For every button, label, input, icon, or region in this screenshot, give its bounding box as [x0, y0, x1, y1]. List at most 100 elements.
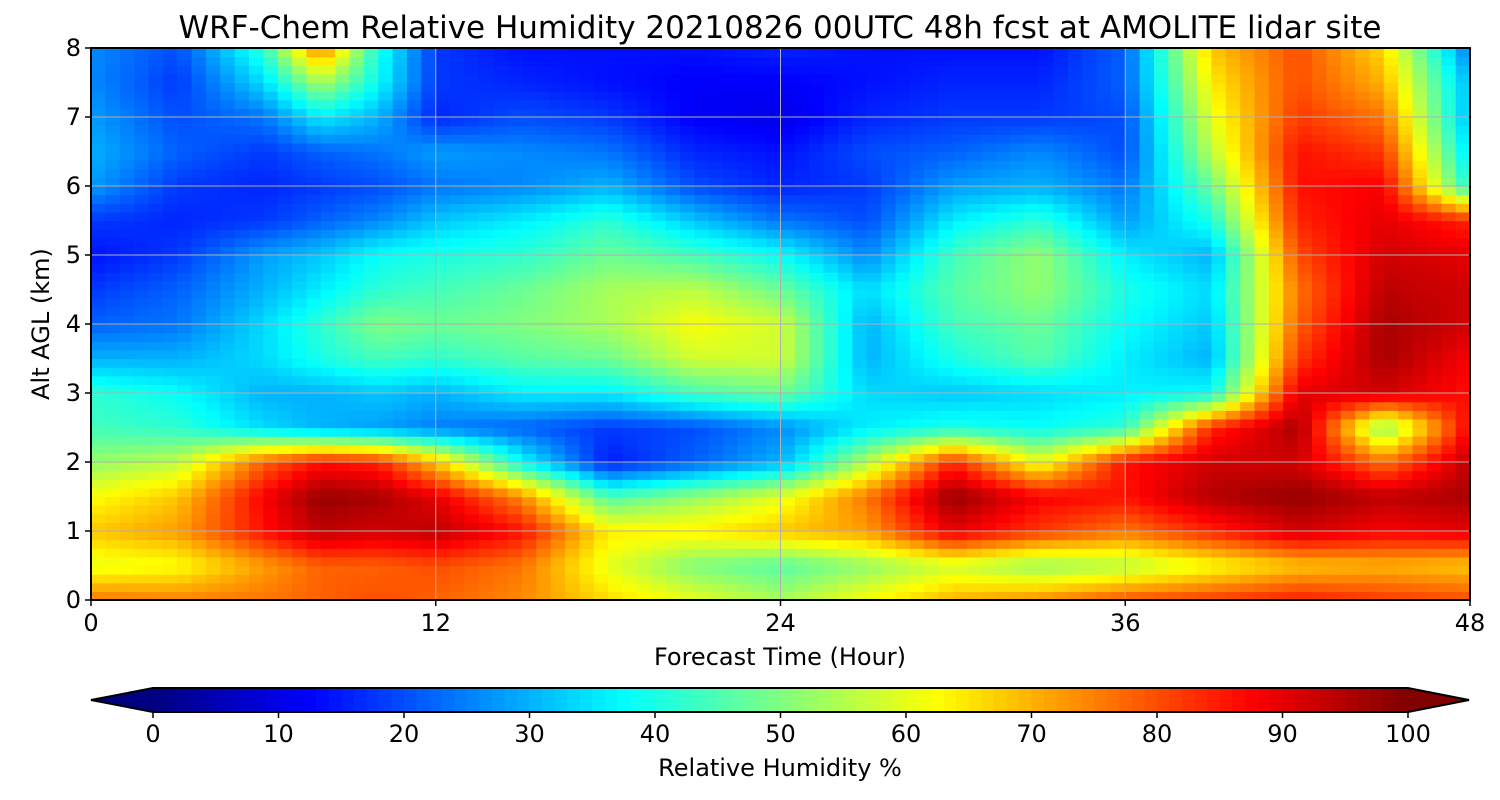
heatmap-cell [234, 410, 250, 420]
heatmap-cell [536, 539, 552, 549]
heatmap-cell [737, 401, 753, 411]
heatmap-cell [1153, 375, 1169, 385]
heatmap-cell [679, 470, 695, 480]
heatmap-cell [1039, 168, 1055, 178]
heatmap-cell [306, 462, 322, 472]
heatmap-cell [105, 142, 121, 153]
heatmap-cell [91, 289, 106, 299]
heatmap-cell [407, 367, 422, 377]
heatmap-cell [464, 427, 480, 437]
heatmap-cell [565, 298, 580, 308]
heatmap-cell [565, 289, 580, 299]
heatmap-cell [1254, 177, 1270, 187]
heatmap-cell [191, 496, 207, 506]
heatmap-cell [1168, 513, 1184, 523]
heatmap-cell [924, 591, 940, 601]
heatmap-cell [593, 574, 609, 584]
heatmap-cell [205, 565, 221, 575]
heatmap-cell [1383, 487, 1399, 498]
heatmap-cell [608, 513, 624, 523]
heatmap-cell [967, 462, 983, 472]
heatmap-cell [1153, 315, 1169, 325]
heatmap-cell [493, 160, 509, 170]
heatmap-cell [593, 306, 609, 316]
heatmap-cell [493, 358, 509, 368]
heatmap-cell [938, 513, 954, 523]
heatmap-cell [981, 168, 997, 178]
heatmap-cell [249, 263, 264, 273]
heatmap-cell [220, 522, 236, 532]
heatmap-cell [909, 375, 925, 385]
heatmap-cell [679, 298, 695, 308]
heatmap-cell [292, 332, 308, 342]
heatmap-cell [435, 539, 451, 549]
heatmap-cell [1369, 375, 1385, 385]
heatmap-cell [723, 539, 738, 549]
heatmap-cell [349, 539, 365, 549]
heatmap-cell [320, 203, 336, 213]
heatmap-cell [1340, 237, 1356, 247]
heatmap-cell [1412, 306, 1428, 316]
heatmap-cell [780, 453, 796, 463]
heatmap-cell [1311, 306, 1327, 316]
heatmap-cell [565, 203, 580, 213]
heatmap-cell [349, 548, 365, 558]
heatmap-cell [91, 367, 106, 377]
heatmap-cell [421, 410, 437, 420]
heatmap-cell [1297, 289, 1313, 299]
heatmap-cell [1039, 298, 1055, 308]
heatmap-cell [234, 315, 250, 325]
heatmap-cell [794, 168, 810, 178]
heatmap-cell [91, 168, 106, 178]
heatmap-cell [148, 203, 164, 213]
heatmap-cell [565, 436, 580, 446]
heatmap-cell [1412, 531, 1428, 541]
heatmap-cell [91, 393, 106, 403]
heatmap-cell [263, 401, 279, 411]
heatmap-cell [277, 341, 293, 351]
heatmap-cell [794, 341, 810, 351]
heatmap-cell [1340, 349, 1356, 360]
heatmap-cell [881, 496, 897, 506]
heatmap-cell [1153, 177, 1169, 187]
heatmap-cell [1398, 341, 1414, 351]
heatmap-cell [493, 272, 509, 282]
heatmap-cell [91, 246, 106, 256]
heatmap-cell [392, 332, 408, 342]
heatmap-cell [823, 427, 839, 437]
heatmap-cell [1139, 522, 1155, 532]
heatmap-cell [91, 237, 106, 247]
heatmap-cell [981, 539, 997, 549]
heatmap-cell [1168, 565, 1184, 575]
heatmap-cell [837, 462, 853, 472]
heatmap-cell [119, 142, 135, 153]
heatmap-cell [952, 470, 968, 480]
heatmap-cell [622, 332, 638, 342]
heatmap-cell [1369, 539, 1385, 549]
heatmap-cell [148, 160, 164, 170]
heatmap-cell [1268, 229, 1284, 239]
heatmap-cell [134, 427, 150, 437]
heatmap-cell [1125, 306, 1141, 316]
heatmap-cell [1441, 151, 1457, 161]
heatmap-cell [1182, 591, 1198, 601]
heatmap-cell [1455, 539, 1471, 549]
heatmap-cell [794, 505, 810, 515]
heatmap-cell [924, 513, 940, 523]
heatmap-cell [1039, 410, 1055, 420]
heatmap-cell [1053, 168, 1069, 178]
heatmap-cell [306, 505, 322, 515]
heatmap-cell [1010, 272, 1026, 282]
heatmap-cell [450, 358, 466, 368]
heatmap-cell [1326, 444, 1342, 454]
heatmap-cell [148, 410, 164, 420]
heatmap-cell [1326, 194, 1342, 204]
heatmap-cell [924, 418, 940, 429]
heatmap-cell [909, 151, 925, 161]
heatmap-cell [1082, 367, 1098, 377]
heatmap-cell [1096, 427, 1112, 437]
heatmap-cell [622, 591, 638, 601]
heatmap-cell [177, 384, 193, 394]
heatmap-cell [277, 324, 293, 334]
heatmap-cell [694, 341, 710, 351]
